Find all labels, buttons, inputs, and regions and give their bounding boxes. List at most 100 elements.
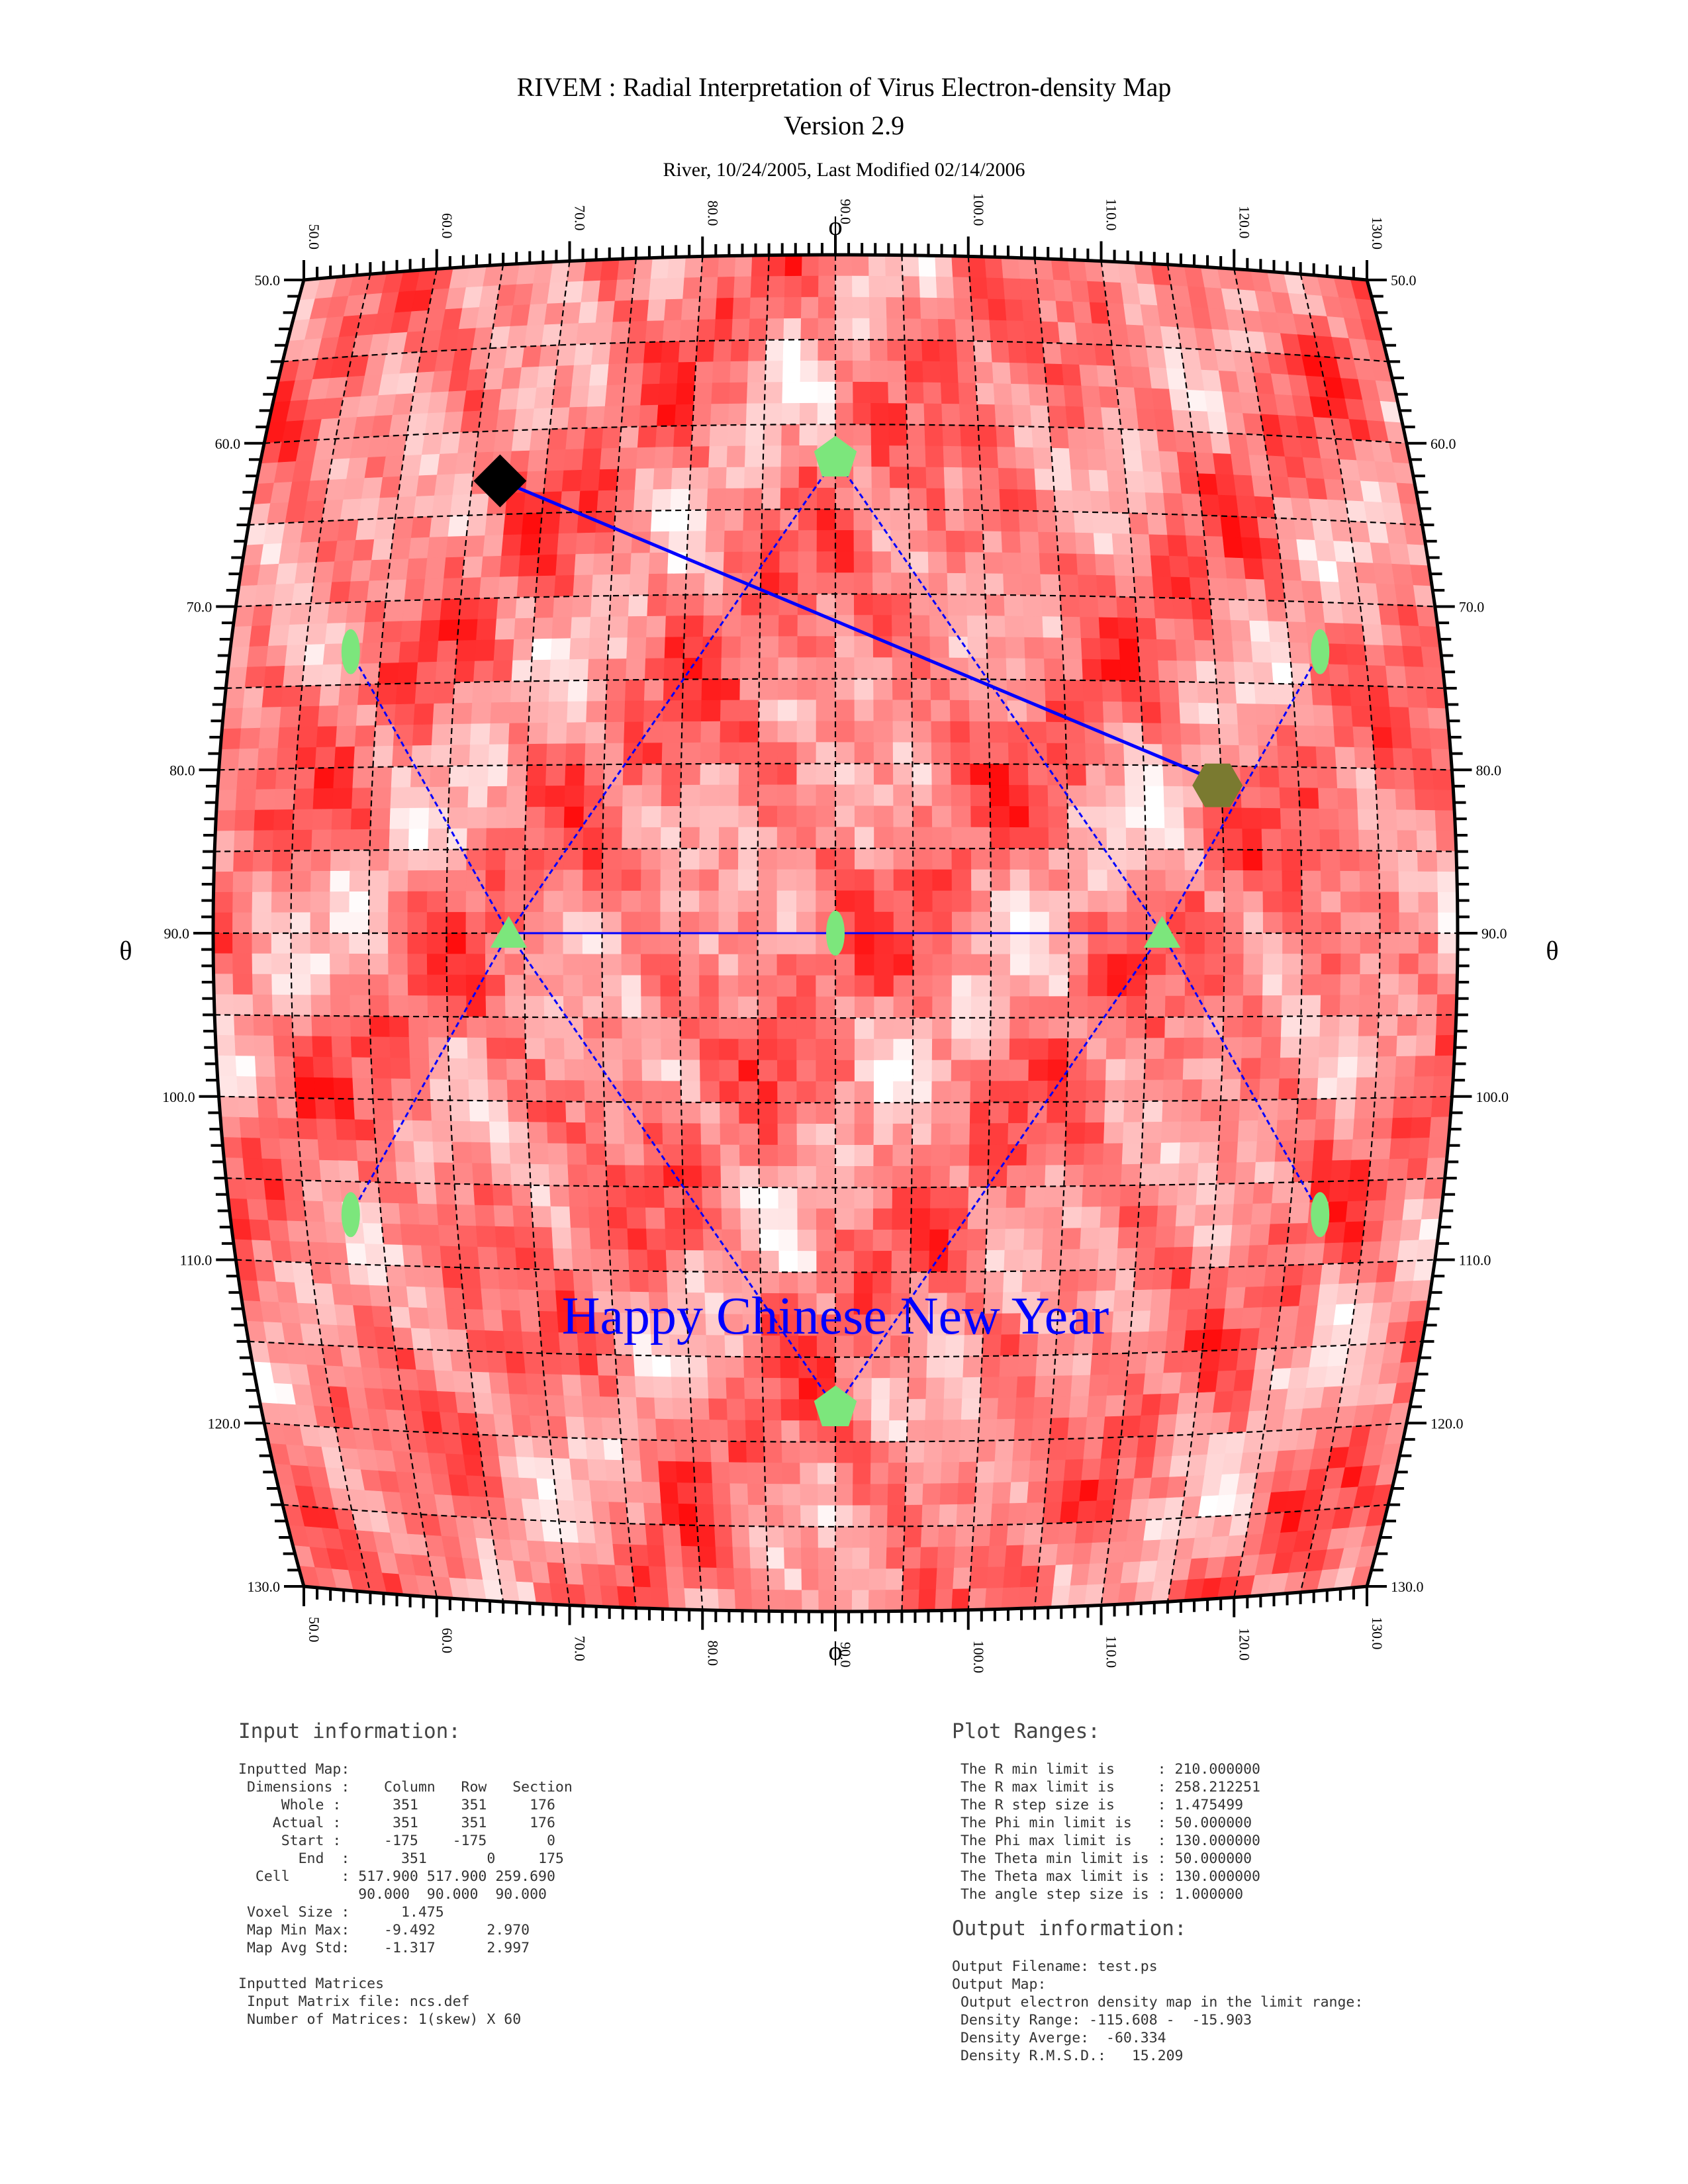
heatmap-cell: [512, 639, 534, 661]
heatmap-cell: [796, 742, 817, 764]
heatmap-cell: [1019, 531, 1040, 554]
heatmap-cell: [1184, 1017, 1205, 1038]
heatmap-cell: [945, 530, 966, 553]
heatmap-cell: [1414, 789, 1436, 811]
heatmap-cell: [1176, 1392, 1198, 1415]
heatmap-cell: [1133, 1268, 1154, 1291]
heatmap-cell: [626, 1186, 646, 1208]
heatmap-cell: [1094, 344, 1115, 367]
heatmap-cell: [320, 664, 342, 686]
heatmap-cell: [468, 765, 489, 788]
heatmap-cell: [431, 1473, 453, 1496]
heatmap-cell: [729, 1483, 749, 1506]
heatmap-cell: [547, 701, 569, 723]
heatmap-cell: [835, 1017, 855, 1040]
heatmap-cell: [271, 891, 292, 913]
heatmap-cell: [1068, 954, 1089, 976]
heatmap-cell: [853, 551, 873, 573]
heatmap-cell: [1288, 477, 1310, 500]
heatmap-cell: [388, 954, 408, 976]
heatmap-cell: [1060, 1249, 1080, 1271]
heatmap-cell: [718, 933, 739, 955]
heatmap-cell: [471, 1142, 492, 1164]
heatmap-cell: [621, 933, 641, 955]
heatmap-cell: [885, 276, 904, 298]
heatmap-cell: [373, 1099, 394, 1121]
heatmap-cell: [776, 827, 797, 849]
heatmap-cell: [530, 1185, 551, 1207]
heatmap-cell: [485, 870, 506, 892]
heatmap-cell: [1266, 600, 1288, 622]
heatmap-cell: [647, 1545, 667, 1567]
heatmap-cell: [1156, 430, 1178, 453]
heatmap-cell: [608, 616, 629, 639]
heatmap-cell: [691, 425, 711, 447]
heatmap-cell: [1051, 447, 1071, 470]
heatmap-cell: [1243, 870, 1264, 892]
heatmap-cell: [932, 933, 953, 955]
heatmap-cell: [621, 1439, 641, 1461]
heatmap-cell: [965, 573, 986, 596]
heatmap-cell: [506, 1079, 528, 1102]
heatmap-cell: [988, 721, 1009, 743]
heatmap-cell: [1106, 470, 1127, 492]
heatmap-cell: [727, 1441, 747, 1463]
heatmap-cell: [628, 1523, 647, 1546]
heatmap-cell: [1004, 299, 1024, 322]
heatmap-cell: [737, 975, 759, 997]
heatmap-cell: [854, 1187, 874, 1209]
heatmap-cell: [1077, 343, 1098, 366]
heatmap-cell: [852, 1484, 871, 1506]
heatmap-cell: [1189, 410, 1211, 433]
heatmap-cell: [656, 404, 677, 427]
heatmap-cell: [604, 1459, 625, 1482]
heatmap-cell: [679, 890, 700, 913]
heatmap-cell: [449, 1079, 470, 1101]
heatmap-cell: [835, 1441, 854, 1464]
heatmap-cell: [777, 742, 798, 764]
heatmap-cell: [853, 1420, 872, 1443]
heatmap-cell: [1135, 1248, 1156, 1270]
heatmap-cell: [412, 1120, 434, 1142]
heatmap-cell: [1290, 498, 1313, 520]
heatmap-cell: [951, 954, 972, 976]
heatmap-cell: [469, 1121, 491, 1143]
heatmap-cell: [240, 1137, 263, 1160]
heatmap-cell: [872, 657, 893, 680]
heatmap-cell: [816, 1038, 836, 1061]
heatmap-cell: [1299, 560, 1321, 582]
heatmap-cell: [1025, 679, 1046, 702]
heatmap-cell: [435, 1183, 456, 1205]
heatmap-cell: [214, 810, 236, 832]
heatmap-cell: [1356, 1056, 1378, 1078]
heatmap-cell: [893, 933, 914, 955]
heatmap-cell: [489, 326, 511, 349]
heatmap-cell: [1162, 1079, 1184, 1101]
heatmap-cell: [1277, 1099, 1298, 1121]
heatmap-cell: [1360, 891, 1380, 913]
heatmap-cell: [1370, 706, 1392, 728]
heatmap-cell: [466, 828, 487, 850]
heatmap-cell: [329, 933, 350, 954]
heatmap-cell: [1058, 574, 1080, 596]
heatmap-cell: [291, 933, 311, 954]
heatmap-cell: [1185, 933, 1205, 955]
heatmap-cell: [1399, 1219, 1422, 1242]
heatmap-cell: [700, 1144, 722, 1167]
heatmap-cell: [781, 402, 800, 425]
heatmap-cell: [659, 1482, 679, 1504]
heatmap-cell: [1397, 1015, 1418, 1036]
heatmap-cell: [641, 1038, 662, 1060]
heatmap-cell: [888, 382, 907, 404]
heatmap-cell: [422, 578, 444, 600]
heatmap-cell: [530, 283, 551, 305]
heatmap-cell: [1301, 850, 1321, 872]
heatmap-cell: [925, 445, 945, 468]
input-info-line: Voxel Size : 1.475: [246, 1904, 444, 1921]
heatmap-cell: [606, 679, 626, 702]
theta-tick-label-right: 70.0: [1459, 599, 1485, 615]
heatmap-cell: [279, 1138, 301, 1160]
heatmap-cell: [486, 807, 507, 829]
heatmap-cell: [1176, 660, 1198, 682]
heatmap-cell: [706, 1356, 727, 1379]
